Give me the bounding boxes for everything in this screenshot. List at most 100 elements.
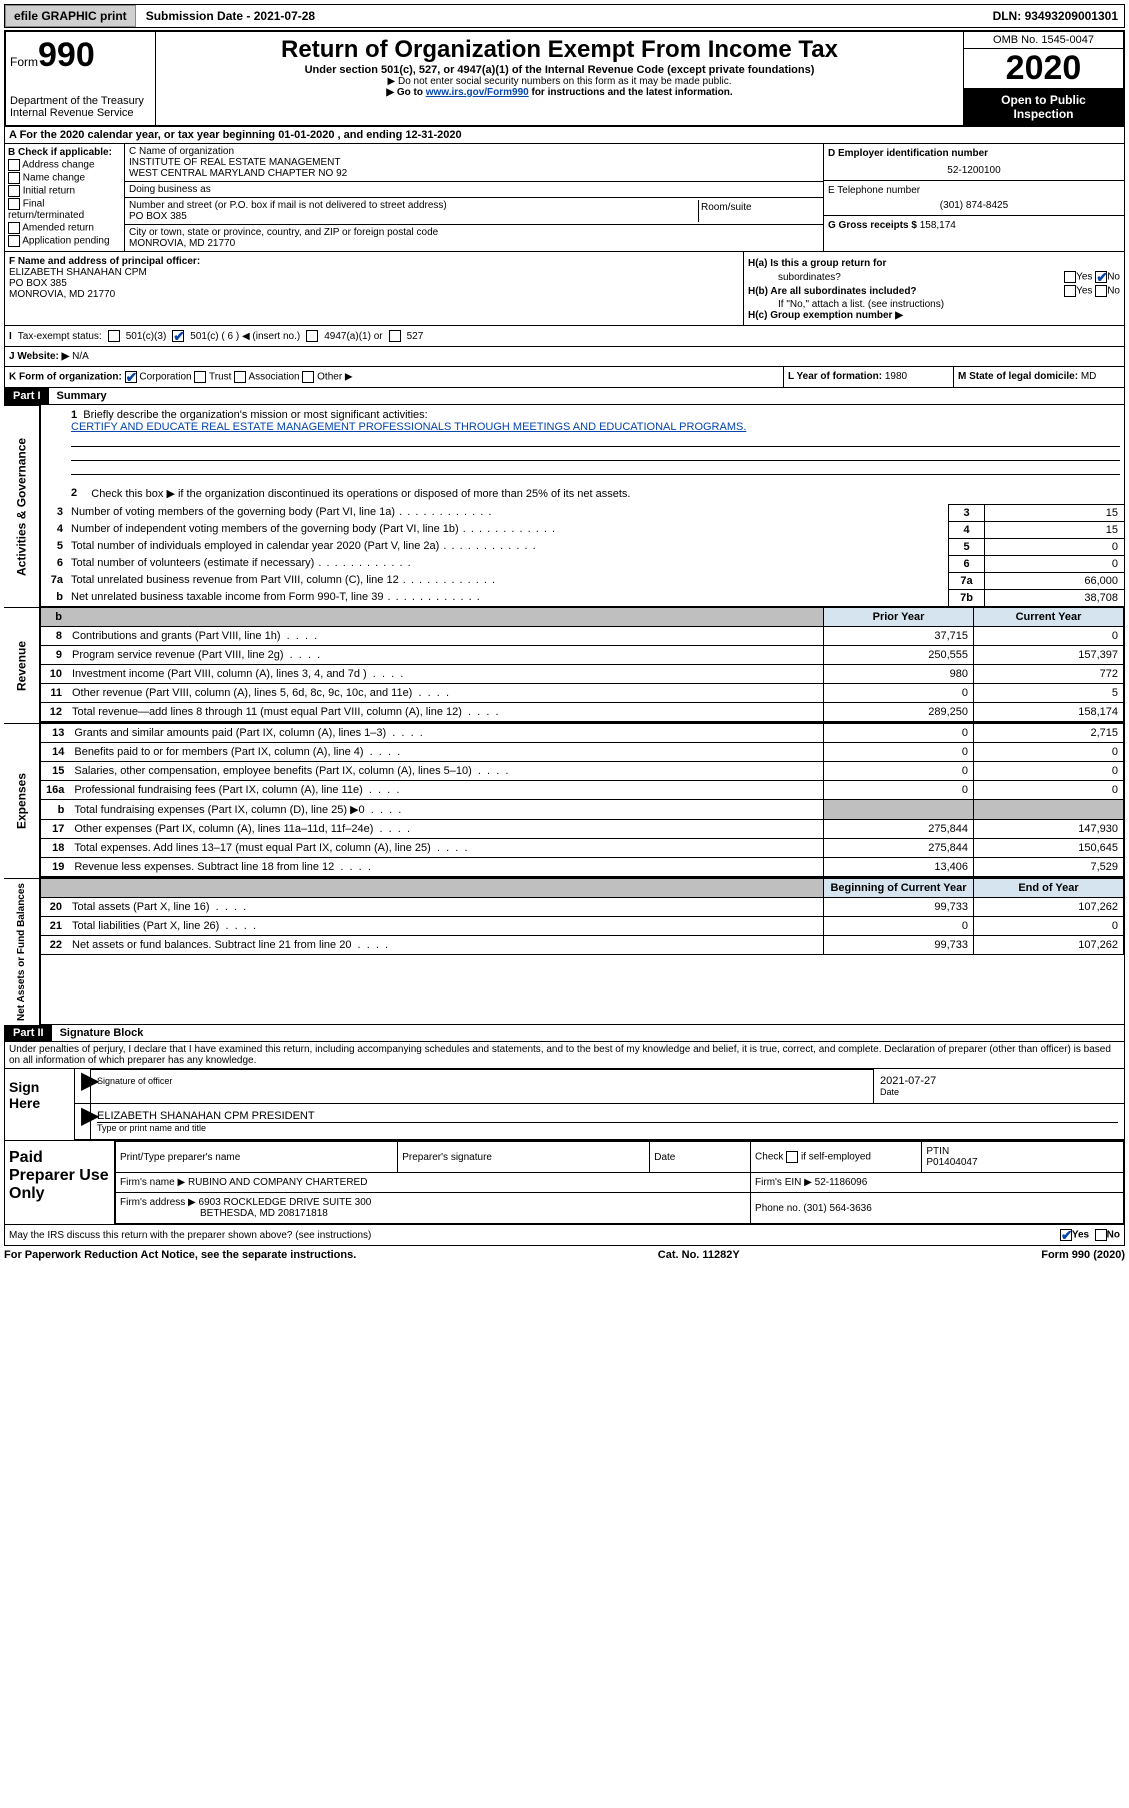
page-footer: For Paperwork Reduction Act Notice, see … xyxy=(4,1246,1125,1264)
ein-value: 52-1200100 xyxy=(828,159,1120,176)
checkbox-discuss-yes[interactable] xyxy=(1060,1229,1072,1241)
firm-ein: 52-1186096 xyxy=(815,1177,868,1188)
summary-row: 3Number of voting members of the governi… xyxy=(41,504,1124,521)
state-domicile: MD xyxy=(1081,371,1097,382)
irs-label: Internal Revenue Service xyxy=(10,107,151,119)
dln: DLN: 93493209001301 xyxy=(987,7,1124,25)
row-klm: K Form of organization: Corporation Trus… xyxy=(4,367,1125,388)
org-name: INSTITUTE OF REAL ESTATE MANAGEMENT xyxy=(129,157,819,168)
summary-row: 4Number of independent voting members of… xyxy=(41,521,1124,538)
checkbox-name-change[interactable] xyxy=(8,172,20,184)
website-value: N/A xyxy=(72,351,89,362)
officer-signed-name: ELIZABETH SHANAHAN CPM PRESIDENT xyxy=(97,1110,1118,1122)
firm-name: RUBINO AND COMPANY CHARTERED xyxy=(188,1177,367,1188)
form-label: Form xyxy=(10,55,38,69)
checkbox-527[interactable] xyxy=(389,330,401,342)
side-net-assets: Net Assets or Fund Balances xyxy=(4,878,40,1025)
side-activities-governance: Activities & Governance xyxy=(4,405,40,607)
row-i-tax-exempt: ITax-exempt status: 501(c)(3) 501(c) ( 6… xyxy=(4,326,1125,347)
checkbox-hb-no[interactable] xyxy=(1095,285,1107,297)
form-title: Return of Organization Exempt From Incom… xyxy=(160,36,959,64)
firm-address1: 6903 ROCKLEDGE DRIVE SUITE 300 xyxy=(199,1197,372,1208)
signature-date: 2021-07-27 xyxy=(880,1075,1118,1087)
arrow-icon: ▶ xyxy=(75,1069,91,1103)
section-bcd: B Check if applicable: Address change Na… xyxy=(4,144,1125,252)
table-row: 19Revenue less expenses. Subtract line 1… xyxy=(41,858,1124,877)
summary-row: 7aTotal unrelated business revenue from … xyxy=(41,572,1124,589)
checkbox-amended[interactable] xyxy=(8,222,20,234)
checkbox-self-employed[interactable] xyxy=(786,1151,798,1163)
table-row: 10Investment income (Part VIII, column (… xyxy=(41,665,1124,684)
gross-receipts: 158,174 xyxy=(920,220,956,231)
table-row: 11Other revenue (Part VIII, column (A), … xyxy=(41,684,1124,703)
part2-header: Part IISignature Block xyxy=(4,1025,1125,1042)
checkbox-ha-no[interactable] xyxy=(1095,271,1107,283)
form-number: 990 xyxy=(38,36,95,74)
form-header: Form990 Department of the Treasury Inter… xyxy=(4,30,1125,127)
checkbox-hb-yes[interactable] xyxy=(1064,285,1076,297)
checkbox-501c3[interactable] xyxy=(108,330,120,342)
irs-link[interactable]: www.irs.gov/Form990 xyxy=(426,87,529,98)
table-row: 20Total assets (Part X, line 16) . . . .… xyxy=(41,898,1124,917)
checkbox-trust[interactable] xyxy=(194,371,206,383)
table-row: 15Salaries, other compensation, employee… xyxy=(41,762,1124,781)
checkbox-corp[interactable] xyxy=(125,371,137,383)
officer-name: ELIZABETH SHANAHAN CPM xyxy=(9,267,739,278)
top-toolbar: efile GRAPHIC print Submission Date - 20… xyxy=(4,4,1125,28)
table-row: 13Grants and similar amounts paid (Part … xyxy=(41,724,1124,743)
revenue-table: bPrior YearCurrent Year 8Contributions a… xyxy=(41,607,1124,722)
table-row: 22Net assets or fund balances. Subtract … xyxy=(41,936,1124,955)
form-note-ssn: ▶ Do not enter social security numbers o… xyxy=(160,76,959,87)
table-row: 17Other expenses (Part IX, column (A), l… xyxy=(41,820,1124,839)
row-j-website: J Website: ▶ N/A xyxy=(4,347,1125,367)
open-inspection: Open to PublicInspection xyxy=(964,89,1123,125)
tax-year: 2020 xyxy=(964,49,1123,89)
side-revenue: Revenue xyxy=(4,607,40,723)
mission-text: CERTIFY AND EDUCATE REAL ESTATE MANAGEME… xyxy=(71,421,746,433)
table-row: 14Benefits paid to or for members (Part … xyxy=(41,743,1124,762)
form-subtitle: Under section 501(c), 527, or 4947(a)(1)… xyxy=(160,64,959,76)
table-row: 18Total expenses. Add lines 13–17 (must … xyxy=(41,839,1124,858)
b-checkboxes: B Check if applicable: Address change Na… xyxy=(5,144,125,251)
paid-preparer-block: Paid Preparer Use Only Print/Type prepar… xyxy=(4,1141,1125,1225)
summary-row: 6Total number of volunteers (estimate if… xyxy=(41,555,1124,572)
checkbox-initial-return[interactable] xyxy=(8,185,20,197)
discuss-row: May the IRS discuss this return with the… xyxy=(4,1225,1125,1246)
table-row: 21Total liabilities (Part X, line 26) . … xyxy=(41,917,1124,936)
checkbox-final-return[interactable] xyxy=(8,198,20,210)
checkbox-4947[interactable] xyxy=(306,330,318,342)
firm-phone: (301) 564-3636 xyxy=(803,1203,871,1214)
side-expenses: Expenses xyxy=(4,723,40,878)
part1-header: Part ISummary xyxy=(4,388,1125,405)
year-formation: 1980 xyxy=(885,371,907,382)
checkbox-other[interactable] xyxy=(302,371,314,383)
submission-date: Submission Date - 2021-07-28 xyxy=(140,7,321,25)
summary-row: 5Total number of individuals employed in… xyxy=(41,538,1124,555)
street-address: PO BOX 385 xyxy=(129,211,698,222)
signature-block: Sign Here ▶ Signature of officer 2021-07… xyxy=(4,1069,1125,1141)
table-row: 12Total revenue—add lines 8 through 11 (… xyxy=(41,703,1124,722)
checkbox-501c[interactable] xyxy=(172,330,184,342)
firm-address2: BETHESDA, MD 208171818 xyxy=(120,1208,328,1219)
checkbox-assoc[interactable] xyxy=(234,371,246,383)
table-row: 8Contributions and grants (Part VIII, li… xyxy=(41,627,1124,646)
penalty-statement: Under penalties of perjury, I declare th… xyxy=(4,1042,1125,1069)
telephone-value: (301) 874-8425 xyxy=(828,196,1120,211)
efile-print-button[interactable]: efile GRAPHIC print xyxy=(5,5,136,27)
arrow-icon: ▶ xyxy=(75,1104,91,1139)
checkbox-discuss-no[interactable] xyxy=(1095,1229,1107,1241)
table-row: 9Program service revenue (Part VIII, lin… xyxy=(41,646,1124,665)
checkbox-address-change[interactable] xyxy=(8,159,20,171)
summary-row: bNet unrelated business taxable income f… xyxy=(41,589,1124,606)
row-a-tax-year: A For the 2020 calendar year, or tax yea… xyxy=(4,127,1125,144)
ptin-value: P01404047 xyxy=(926,1157,1119,1168)
table-row: bTotal fundraising expenses (Part IX, co… xyxy=(41,800,1124,820)
omb-number: OMB No. 1545-0047 xyxy=(964,32,1123,49)
checkbox-application-pending[interactable] xyxy=(8,235,20,247)
dept-label: Department of the Treasury xyxy=(10,95,151,107)
netassets-table: Beginning of Current YearEnd of Year 20T… xyxy=(41,878,1124,955)
checkbox-ha-yes[interactable] xyxy=(1064,271,1076,283)
table-row: 16aProfessional fundraising fees (Part I… xyxy=(41,781,1124,800)
section-fh: F Name and address of principal officer:… xyxy=(4,252,1125,326)
city-state-zip: MONROVIA, MD 21770 xyxy=(129,238,819,249)
